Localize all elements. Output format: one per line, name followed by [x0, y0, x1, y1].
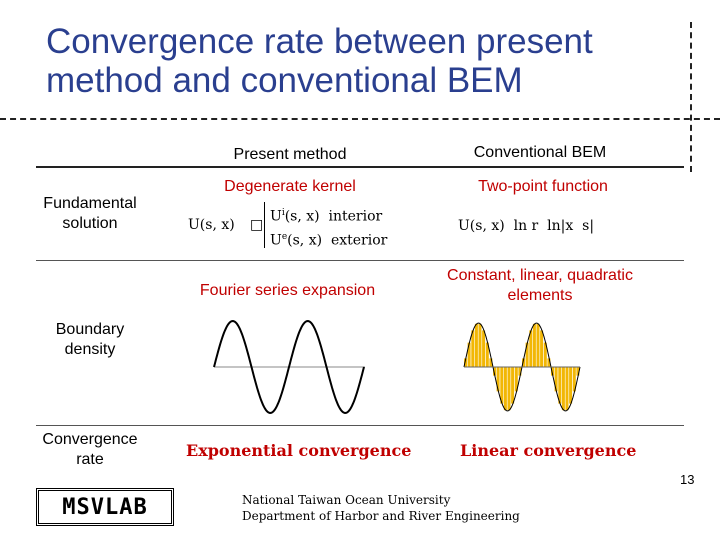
page-number: 13 [680, 472, 695, 487]
msvlab-logo: MSVLAB [36, 488, 174, 526]
column-header-present: Present method [233, 146, 347, 163]
element-bars [464, 323, 580, 411]
element-bar [503, 367, 507, 411]
element-bar [511, 367, 515, 404]
element-bar [565, 367, 569, 411]
formula-lhs: U(s, x) [188, 217, 235, 233]
element-bar [576, 367, 580, 376]
element-bar [558, 367, 562, 404]
row-label-boundary: Boundary density [55, 321, 125, 358]
element-bar [536, 323, 540, 367]
row-label-convergence: Convergence rate [42, 431, 138, 468]
column-header-conventional: Conventional BEM [473, 144, 607, 161]
element-bar [485, 342, 489, 367]
element-bar [525, 342, 529, 367]
element-bar [561, 367, 565, 411]
exterior-case: Ue(s, x) exterior [270, 232, 388, 249]
linear-convergence-label: Linear convergence [460, 441, 637, 460]
element-bar [572, 367, 576, 392]
university-name: National Taiwan Ocean University [242, 493, 451, 507]
element-bar [489, 358, 493, 367]
element-bar [482, 330, 486, 367]
boundary-elements-label: Constant, linear, quadratic elements [447, 267, 633, 304]
two-point-function-label: Two-point function [478, 178, 608, 195]
element-bar [474, 323, 478, 367]
element-bar [543, 342, 547, 367]
element-bar [522, 358, 525, 367]
element-bar [493, 367, 496, 376]
interior-case: Ui(s, x) interior [270, 208, 383, 225]
element-bar [500, 367, 504, 404]
element-bar [514, 367, 518, 392]
fourier-curve [213, 319, 365, 415]
element-bar [518, 367, 522, 376]
element-bar [507, 367, 511, 411]
two-point-formula: U(s, x) ln r ln|x s| [458, 218, 595, 234]
header-rule [36, 166, 684, 168]
slide-title: Convergence rate between present method … [46, 22, 593, 100]
element-bar [467, 342, 471, 367]
element-bar [464, 358, 467, 367]
fourier-wave-plot [213, 319, 365, 415]
fourier-series-label: Fourier series expansion [199, 282, 376, 299]
element-wave-plot [463, 322, 581, 412]
row-label-fundamental: Fundamental solution [43, 195, 137, 232]
title-divider [0, 118, 720, 120]
element-bar [471, 330, 475, 367]
exponential-convergence-label: Exponential convergence [186, 441, 412, 460]
element-bar [529, 330, 533, 367]
department-name: Department of Harbor and River Engineeri… [242, 509, 520, 523]
row-divider-2 [36, 425, 684, 426]
title-vertical-divider [690, 22, 692, 172]
degenerate-kernel-label: Degenerate kernel [224, 178, 356, 195]
element-bar [547, 358, 551, 367]
case-brace [264, 202, 265, 248]
element-bar [478, 323, 482, 367]
element-bar [569, 367, 573, 404]
row-divider-1 [36, 260, 684, 261]
equals-symbol: □ [250, 217, 264, 233]
element-bar [540, 330, 544, 367]
element-bar [551, 367, 554, 376]
element-bar [554, 367, 558, 392]
degenerate-kernel-formula: U(s, x) □ Ui(s, x) interior Ue(s, x) ext… [188, 198, 398, 252]
element-bar [496, 367, 500, 392]
element-bar [532, 323, 536, 367]
